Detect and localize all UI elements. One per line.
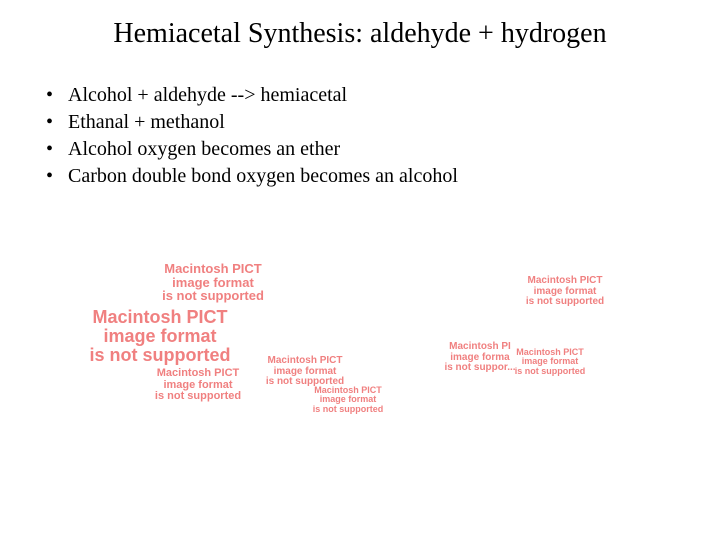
missing-image-placeholder: Macintosh PICT image format is not suppo… xyxy=(148,262,278,303)
missing-image-placeholder: Macintosh PICT image format is not suppo… xyxy=(298,386,398,414)
missing-image-placeholder: Macintosh PICT image format is not suppo… xyxy=(510,276,620,308)
missing-image-placeholder: Macintosh PICT image format is not suppo… xyxy=(500,348,600,376)
image-placeholder-region: Macintosh PICT image format is not suppo… xyxy=(0,250,720,510)
slide-title: Hemiacetal Synthesis: aldehyde + hydroge… xyxy=(0,0,720,50)
list-item: Alcohol + aldehyde --> hemiacetal xyxy=(46,82,720,109)
list-item: Carbon double bond oxygen becomes an alc… xyxy=(46,163,720,190)
missing-image-placeholder: Macintosh PICT image format is not suppo… xyxy=(138,368,258,403)
list-item: Alcohol oxygen becomes an ether xyxy=(46,136,720,163)
missing-image-placeholder: Macintosh PICT image format is not suppo… xyxy=(60,308,260,365)
missing-image-placeholder: Macintosh PICT image format is not suppo… xyxy=(250,356,360,388)
list-item: Ethanal + methanol xyxy=(46,109,720,136)
bullet-list: Alcohol + aldehyde --> hemiacetal Ethana… xyxy=(46,82,720,190)
